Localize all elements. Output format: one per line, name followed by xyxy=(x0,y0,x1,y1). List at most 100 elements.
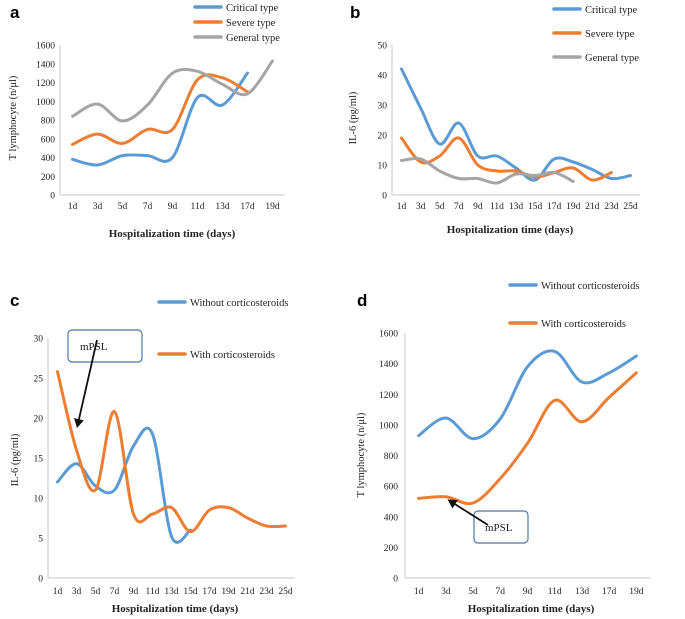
panel-a-plot-area: 0 200 400 600 800 1000 1200 1400 1600 1d 3d 5d 7d 9d 1… xyxy=(36,42,285,212)
panel-b-y-axis-label: IL-6 (pg/ml) xyxy=(348,91,359,144)
y-tick-label: 1600 xyxy=(36,42,55,52)
legend-label: General type xyxy=(585,53,639,64)
y-tick-label: 600 xyxy=(384,483,399,493)
x-tick-label: 13d xyxy=(164,587,179,597)
x-tick-label: 7d xyxy=(110,587,120,597)
y-tick-label: 50 xyxy=(378,42,388,52)
x-tick-label: 11d xyxy=(490,202,504,212)
x-tick-label: 3d xyxy=(441,587,451,597)
legend-label: General type xyxy=(226,33,280,44)
y-tick-label: 0 xyxy=(382,192,387,202)
panel-c-y-axis-label: IL-6 (pg/ml) xyxy=(10,433,21,486)
annotation-box xyxy=(473,510,529,544)
panel-b-legend: Critical type Severe type General type xyxy=(552,5,639,64)
annotation-label: mPSL xyxy=(485,522,513,534)
x-tick-label: 5d xyxy=(118,202,128,212)
y-tick-label: 1000 xyxy=(36,98,55,108)
y-tick-label: 30 xyxy=(34,335,44,345)
x-tick-label: 13d xyxy=(509,202,524,212)
panel-d-y-axis-label: T lymphocyte (n/μl) xyxy=(356,412,367,497)
y-tick-label: 1200 xyxy=(379,391,398,401)
x-tick-label: 21d xyxy=(240,587,255,597)
y-tick-label: 0 xyxy=(393,575,398,585)
y-tick-label: 400 xyxy=(41,154,56,164)
x-tick-label: 25d xyxy=(623,202,638,212)
panel-a-x-axis-label: Hospitalization time (days) xyxy=(109,228,236,240)
panel-a-legend: Critical type Severe type General type xyxy=(193,3,280,44)
series-line-general-type xyxy=(71,59,274,123)
x-tick-label: 9d xyxy=(473,202,483,212)
legend-label: Critical type xyxy=(226,3,279,14)
y-tick-label: 1000 xyxy=(379,421,398,431)
panel-a-y-axis-label: T lymphocyte (n/μl) xyxy=(8,75,19,160)
x-tick-label: 7d xyxy=(143,202,153,212)
x-tick-label: 9d xyxy=(129,587,139,597)
y-tick-label: 15 xyxy=(34,455,44,465)
x-tick-label: 3d xyxy=(416,202,426,212)
panel-d: d T lymphocyte (n/μl) Hospitalization ti… xyxy=(356,281,650,615)
panel-c-x-axis-label: Hospitalization time (days) xyxy=(112,603,239,615)
legend-label: Critical type xyxy=(585,5,638,16)
series-line-general-type xyxy=(400,156,575,185)
x-tick-label: 11d xyxy=(548,587,562,597)
x-tick-label: 19d xyxy=(566,202,581,212)
x-tick-label: 1d xyxy=(414,587,424,597)
panel-b: b IL-6 (pg/ml) Hospitalization time (day… xyxy=(348,3,640,236)
x-tick-label: 9d xyxy=(168,202,178,212)
x-tick-label: 7d xyxy=(454,202,464,212)
x-tick-label: 1d xyxy=(397,202,407,212)
y-tick-label: 1200 xyxy=(36,79,55,89)
y-tick-label: 40 xyxy=(378,72,388,82)
series-line-without-corticosteroids xyxy=(56,426,192,544)
x-tick-label: 15d xyxy=(183,587,198,597)
panel-b-plot-area: 0 10 20 30 40 50 1d 3d 5d 7d 9d 11d 13d 15d 17d 19d 21d 2… xyxy=(378,42,640,212)
x-tick-label: 13d xyxy=(215,202,230,212)
y-tick-label: 0 xyxy=(50,192,55,202)
series-line-critical-type xyxy=(71,71,249,167)
y-tick-label: 20 xyxy=(378,132,388,142)
x-tick-label: 5d xyxy=(91,587,101,597)
x-tick-label: 5d xyxy=(435,202,445,212)
legend-label: With corticosteroids xyxy=(190,350,275,361)
legend-label: Severe type xyxy=(585,29,635,40)
series-line-without-corticosteroids xyxy=(417,349,638,441)
y-tick-label: 400 xyxy=(384,513,399,523)
series-line-with-corticosteroids xyxy=(56,370,287,534)
x-tick-label: 11d xyxy=(191,202,205,212)
x-tick-label: 13d xyxy=(575,587,590,597)
y-tick-label: 200 xyxy=(384,544,399,554)
x-tick-label: 15d xyxy=(528,202,543,212)
panel-c-legend: Without corticosteroids With corticostero… xyxy=(157,298,288,361)
y-tick-label: 10 xyxy=(378,162,388,172)
x-tick-label: 17d xyxy=(202,587,217,597)
panel-b-letter: b xyxy=(350,3,360,22)
annotation-box xyxy=(67,329,143,363)
panel-d-mpsl-annotation: mPSL xyxy=(447,499,529,544)
series-line-severe-type xyxy=(71,73,249,146)
panel-d-x-axis-label: Hospitalization time (days) xyxy=(468,603,595,615)
annotation-arrow xyxy=(77,339,98,423)
x-tick-label: 17d xyxy=(602,587,617,597)
y-tick-label: 1600 xyxy=(379,330,398,340)
legend-label: With corticosteroids xyxy=(541,319,626,330)
annotation-arrow xyxy=(452,501,489,526)
x-tick-label: 19d xyxy=(629,587,644,597)
y-tick-label: 10 xyxy=(34,495,44,505)
x-tick-label: 23d xyxy=(259,587,274,597)
y-tick-label: 800 xyxy=(384,452,399,462)
y-tick-label: 1400 xyxy=(379,360,398,370)
legend-label: Severe type xyxy=(226,18,276,29)
x-tick-label: 3d xyxy=(93,202,103,212)
y-tick-label: 20 xyxy=(34,415,44,425)
panel-b-x-axis-label: Hospitalization time (days) xyxy=(447,224,574,236)
annotation-arrowhead xyxy=(447,499,458,509)
y-tick-label: 0 xyxy=(38,575,43,585)
series-line-critical-type xyxy=(400,67,632,182)
x-tick-label: 5d xyxy=(468,587,478,597)
y-tick-label: 200 xyxy=(41,173,56,183)
x-tick-label: 21d xyxy=(585,202,600,212)
x-tick-label: 1d xyxy=(68,202,78,212)
x-tick-label: 7d xyxy=(496,587,506,597)
panel-a-letter: a xyxy=(10,3,20,22)
